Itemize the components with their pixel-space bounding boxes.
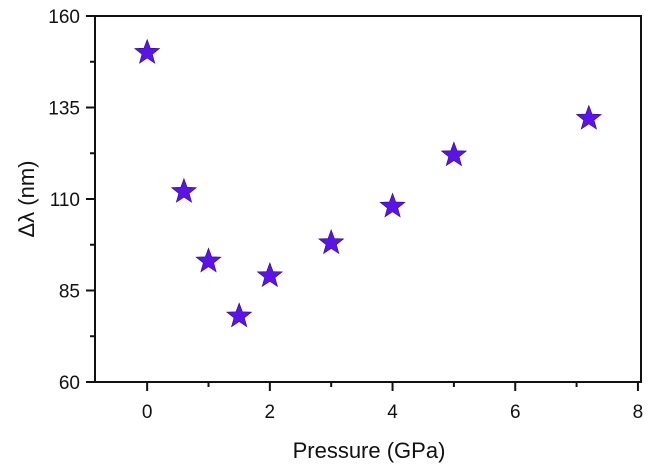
x-tick-label: 4 bbox=[387, 402, 398, 423]
tick-labels: 0 2 4 6 8 60 85 110 135 160 bbox=[48, 7, 643, 423]
data-point-star bbox=[256, 261, 284, 288]
data-point-star bbox=[225, 302, 253, 328]
data-point-star bbox=[318, 229, 345, 255]
x-axis-label: Pressure (GPa) bbox=[293, 438, 446, 463]
data-point-star bbox=[133, 38, 161, 64]
y-tick-label: 135 bbox=[48, 99, 80, 120]
axis-ticks bbox=[86, 15, 639, 391]
plot-area bbox=[94, 15, 642, 383]
x-tick-label: 8 bbox=[633, 402, 644, 423]
data-point-star bbox=[170, 177, 198, 203]
y-axis-label: Δλ (nm) bbox=[14, 160, 39, 237]
x-tick-label: 2 bbox=[265, 402, 276, 423]
y-tick-label: 60 bbox=[59, 373, 80, 394]
data-points bbox=[133, 38, 603, 328]
y-tick-label: 85 bbox=[59, 282, 80, 303]
plot-border bbox=[94, 15, 642, 383]
data-point-star bbox=[379, 192, 406, 218]
y-tick-label: 110 bbox=[50, 190, 80, 211]
data-point-star bbox=[575, 104, 603, 130]
x-tick-label: 6 bbox=[510, 402, 521, 423]
data-point-star bbox=[195, 247, 222, 273]
data-point-star bbox=[440, 141, 468, 167]
y-tick-label: 160 bbox=[48, 7, 80, 28]
x-tick-label: 0 bbox=[142, 402, 153, 423]
